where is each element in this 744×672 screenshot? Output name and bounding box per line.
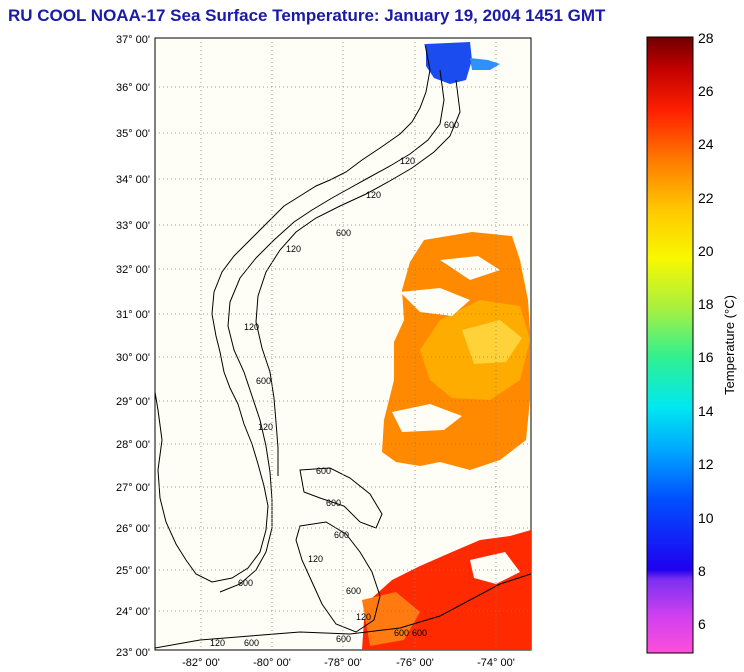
colorbar-tick: 10 <box>698 510 714 526</box>
sst-patch-south-cloud <box>470 552 520 584</box>
lat-label: 23° 00' <box>116 647 150 659</box>
isobath-label: 600 <box>394 628 409 638</box>
isobath-label: 120 <box>400 156 415 166</box>
isobath-label: 600 <box>412 628 427 638</box>
sst-patch-cold-edge <box>470 58 500 70</box>
lon-label: -80° 00' <box>253 657 291 669</box>
colorbar-tick: 14 <box>698 403 714 419</box>
isobath-label: 120 <box>356 612 371 622</box>
isobath-label: 120 <box>210 638 225 648</box>
lat-label: 30° 00' <box>116 352 150 364</box>
isobath-label: 120 <box>366 190 381 200</box>
lon-label: -74° 00' <box>477 657 515 669</box>
lat-label: 28° 00' <box>116 439 150 451</box>
sst-data-layer <box>362 42 531 650</box>
us-east-coastline <box>155 43 431 583</box>
colorbar-tick: 8 <box>698 563 706 579</box>
lat-label: 26° 00' <box>116 523 150 535</box>
isobath-label: 120 <box>258 422 273 432</box>
isobath-label: 600 <box>346 586 361 596</box>
colorbar-tick: 26 <box>698 83 714 99</box>
isobath-600 <box>255 79 461 476</box>
isobath-label: 600 <box>444 120 459 130</box>
lat-label: 36° 00' <box>116 82 150 94</box>
isobath-label: 600 <box>336 228 351 238</box>
lat-label: 31° 00' <box>116 309 150 321</box>
sst-patch-yellow <box>462 320 522 364</box>
isobath-label: 600 <box>334 530 349 540</box>
lat-label: 29° 00' <box>116 396 150 408</box>
lat-label: 25° 00' <box>116 565 150 577</box>
lat-label: 34° 00' <box>116 174 150 186</box>
sst-patch-cloud-2 <box>392 404 462 432</box>
isobath-label: 600 <box>238 578 253 588</box>
colorbar-tick: 24 <box>698 136 714 152</box>
lat-label: 35° 00' <box>116 128 150 140</box>
isobath-label: 120 <box>308 554 323 564</box>
sst-patch-cloud-1 <box>400 288 470 316</box>
isobath-label: 600 <box>256 376 271 386</box>
colorbar <box>646 36 694 654</box>
colorbar-tick: 20 <box>698 243 714 259</box>
latitude-labels: 37° 00' 36° 00' 35° 00' 34° 00' 33° 00' … <box>116 34 150 659</box>
graticule <box>155 38 531 650</box>
lon-label: -82° 00' <box>182 657 220 669</box>
lon-label: -76° 00' <box>396 657 434 669</box>
colorbar-label: Temperature (°C) <box>722 295 737 395</box>
lat-label: 32° 00' <box>116 264 150 276</box>
colorbar-ticks: 28 26 24 22 20 18 16 14 12 10 8 6 <box>698 30 714 632</box>
sst-patch-cloud-3 <box>440 256 500 280</box>
lat-label: 27° 00' <box>116 482 150 494</box>
isobath-label: 120 <box>286 244 301 254</box>
map-title: RU COOL NOAA-17 Sea Surface Temperature:… <box>8 6 606 25</box>
longitude-labels: -82° 00' -80° 00' -78° 00' -76° 00' -74°… <box>182 657 515 669</box>
isobath-label: 600 <box>316 466 331 476</box>
colorbar-tick: 22 <box>698 190 714 206</box>
colorbar-tick: 18 <box>698 296 714 312</box>
isobath-label: 600 <box>244 638 259 648</box>
colorbar-tick: 12 <box>698 456 714 472</box>
lat-label: 37° 00' <box>116 34 150 46</box>
lat-label: 33° 00' <box>116 220 150 232</box>
colorbar-tick: 28 <box>698 30 714 46</box>
isobath-label: 600 <box>326 498 341 508</box>
colorbar-tick: 16 <box>698 349 714 365</box>
isobath-label: 120 <box>244 322 259 332</box>
colorbar-tick: 6 <box>698 616 706 632</box>
bahamas-great-bank <box>295 521 381 633</box>
isobath-label-layer: 600 120 120 600 120 600 120 600 120 600 … <box>210 120 459 648</box>
lat-label: 24° 00' <box>116 606 150 618</box>
lon-label: -78° 00' <box>324 657 362 669</box>
sst-patch-south-orange <box>362 592 420 646</box>
sst-patch-cold <box>426 42 472 84</box>
cuba-coast <box>155 573 531 649</box>
isobath-label: 600 <box>336 634 351 644</box>
